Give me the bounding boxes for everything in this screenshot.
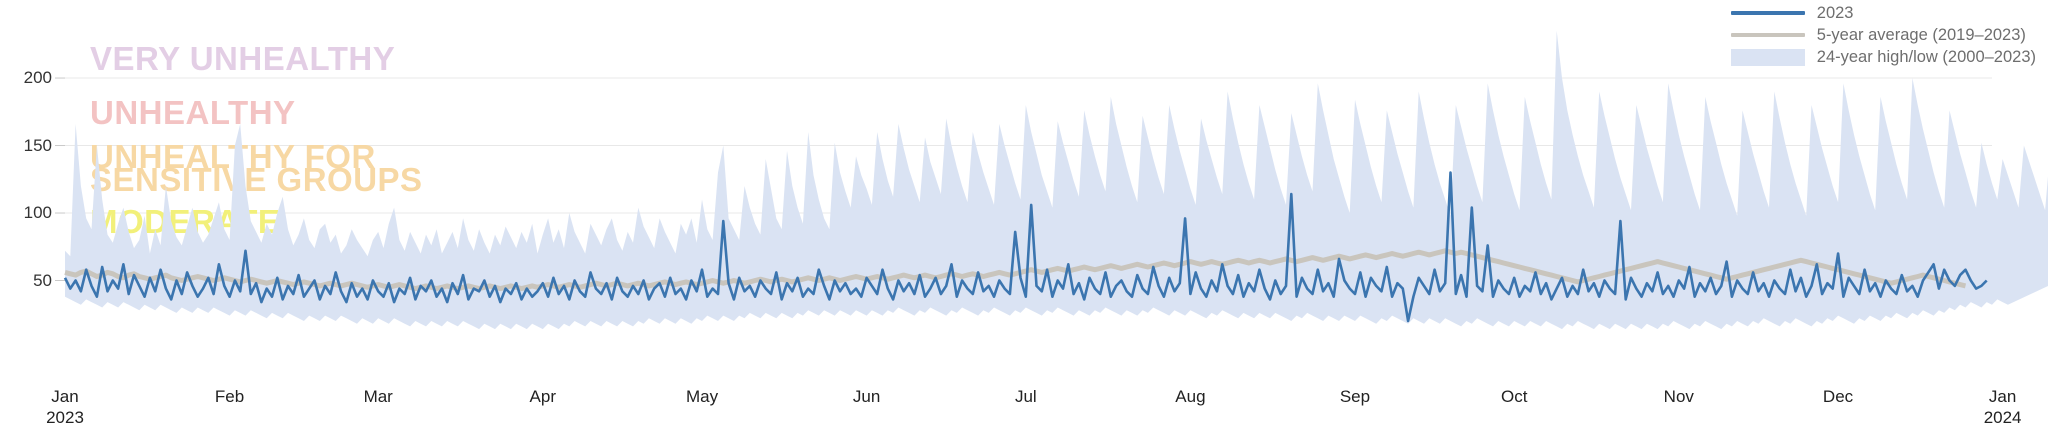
- x-tick-label: Mar: [364, 386, 393, 407]
- legend-swatch-icon: [1730, 11, 1805, 15]
- legend-label: 5-year average (2019–2023): [1816, 26, 2026, 44]
- x-tick-label: May: [686, 386, 718, 407]
- x-tick-month: Aug: [1175, 387, 1206, 406]
- x-tick-year: 2024: [1983, 408, 2022, 427]
- x-tick-month: Mar: [363, 387, 393, 406]
- y-tick-label: 100: [23, 203, 52, 223]
- x-tick-label: Jan 2023: [46, 386, 84, 428]
- x-tick-month: Apr: [529, 387, 556, 406]
- x-tick-month: Jul: [1014, 387, 1037, 406]
- x-tick-label: Apr: [530, 386, 556, 407]
- x-tick-label: Dec: [1823, 386, 1853, 407]
- x-tick-year: 2023: [46, 408, 84, 427]
- x-tick-label: Jul: [1015, 386, 1037, 407]
- legend-label: 2023: [1816, 4, 1854, 22]
- x-tick-month: Dec: [1822, 387, 1854, 406]
- legend-item[interactable]: 5-year average (2019–2023): [1730, 26, 2026, 44]
- x-tick-month: Jan: [1988, 387, 2017, 406]
- x-tick-label: Sep: [1340, 386, 1370, 407]
- x-tick-month: Nov: [1663, 387, 1694, 406]
- x-tick-month: Feb: [214, 387, 245, 406]
- x-tick-month: Jan: [51, 387, 79, 406]
- x-tick-month: Sep: [1339, 387, 1371, 406]
- x-tick-month: Jun: [852, 387, 881, 406]
- x-tick-label: Jan 2024: [1984, 386, 2022, 428]
- y-axis: 200 150 100 50: [0, 0, 52, 443]
- five-year-average-line: [64, 248, 1967, 292]
- legend-swatch-icon: [1730, 48, 1805, 66]
- y-tick-label: 150: [23, 135, 52, 155]
- y-tick-label: 200: [23, 68, 52, 88]
- legend-label: 24-year high/low (2000–2023): [1816, 48, 2036, 66]
- y-tick-label: 50: [33, 270, 52, 290]
- legend-swatch-icon: [1730, 33, 1805, 37]
- x-tick-label: Jun: [853, 386, 880, 407]
- high-low-band: [65, 30, 2048, 330]
- x-tick-label: Feb: [215, 386, 244, 407]
- x-tick-label: Aug: [1175, 386, 1205, 407]
- x-tick-month: Oct: [1500, 387, 1528, 406]
- legend-item[interactable]: 2023: [1730, 4, 1854, 22]
- x-tick-month: May: [685, 387, 719, 406]
- chart-legend: 2023 5-year average (2019–2023) 24-year hi…: [1730, 4, 2036, 66]
- x-tick-label: Oct: [1501, 386, 1527, 407]
- year-2023-line: [63, 171, 1988, 323]
- x-tick-label: Nov: [1664, 386, 1694, 407]
- legend-item[interactable]: 24-year high/low (2000–2023): [1730, 48, 2036, 66]
